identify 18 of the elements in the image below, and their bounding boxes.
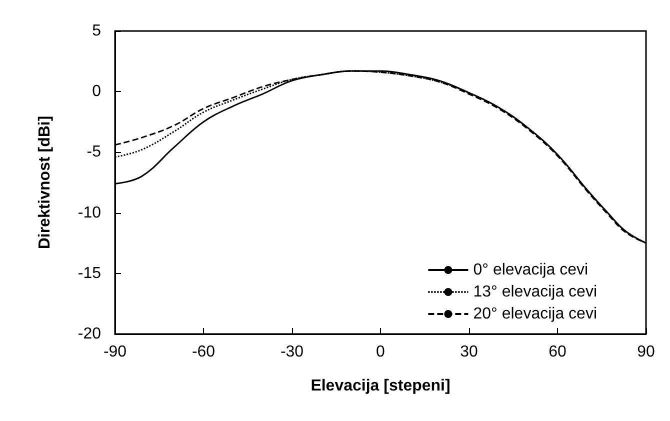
x-tick-label: -60 xyxy=(192,344,216,360)
y-tick-label: -20 xyxy=(78,326,102,342)
y-tick-label: -5 xyxy=(86,144,102,161)
y-tick-label: 0 xyxy=(92,83,102,100)
x-tick-label: -90 xyxy=(103,344,127,360)
legend-label: 0° elevacija cevi xyxy=(473,262,588,278)
x-axis-title: Elevacija [stepeni] xyxy=(310,378,450,394)
x-tick-label: -30 xyxy=(280,344,304,360)
legend-label: 20° elevacija cevi xyxy=(473,306,597,322)
y-tick-label: 5 xyxy=(92,22,102,40)
y-axis-title: Direktivnost [dBi] xyxy=(36,116,54,250)
x-tick-label: 60 xyxy=(548,344,566,360)
legend-label: 13° elevacija cevi xyxy=(473,284,597,300)
x-tick-label: 90 xyxy=(637,344,655,360)
y-tick-label: -15 xyxy=(78,264,102,282)
x-tick-label: 30 xyxy=(460,344,478,360)
y-tick-label: -10 xyxy=(78,204,102,222)
x-tick-label: 0 xyxy=(376,344,386,360)
